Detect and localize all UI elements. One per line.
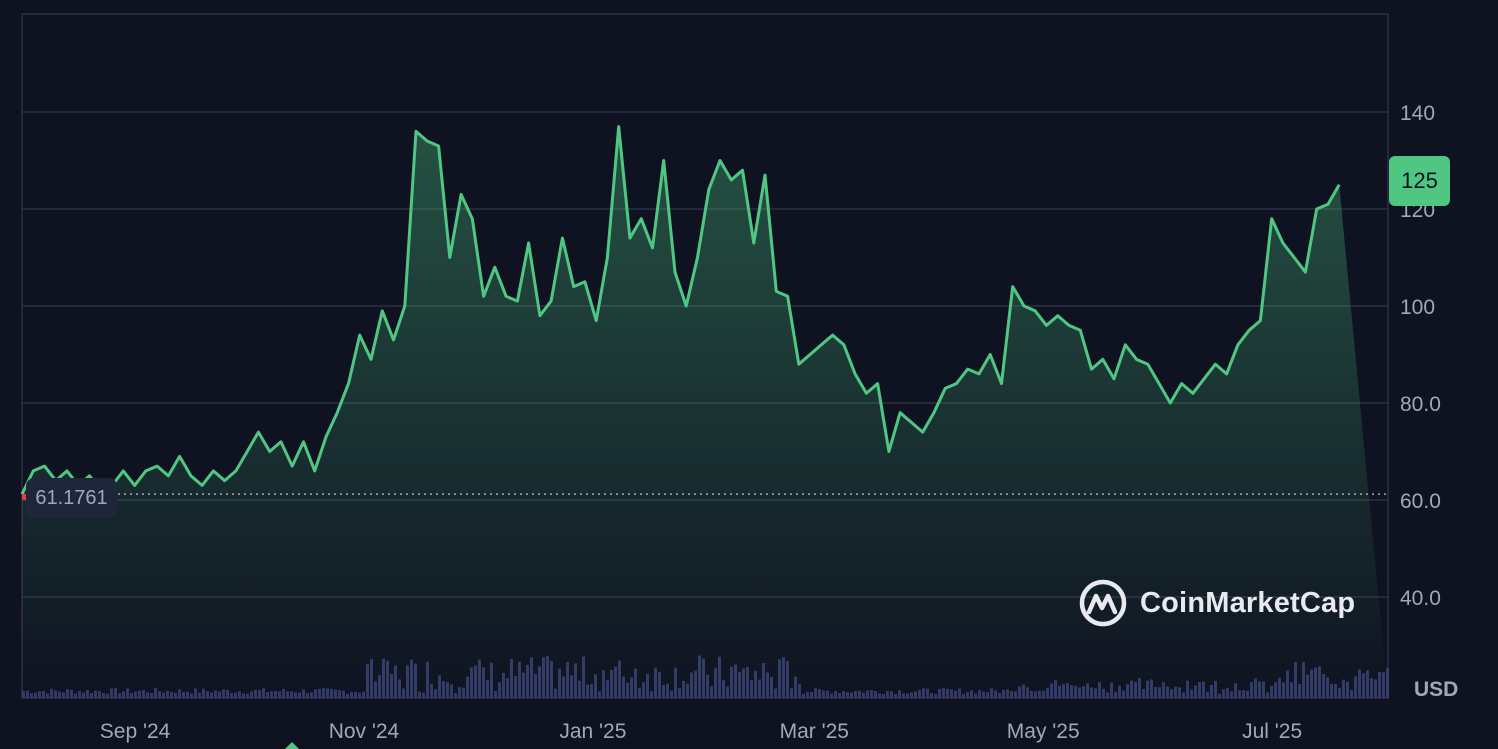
x-tick-label: Jul '25 xyxy=(1242,720,1302,743)
x-tick-label: May '25 xyxy=(1007,720,1080,743)
current-price-badge: 125 xyxy=(1389,156,1450,206)
price-area xyxy=(22,126,1388,699)
start-price-marker xyxy=(22,494,26,500)
volume-bar xyxy=(1386,668,1389,698)
brand-watermark: CoinMarketCap xyxy=(1078,578,1355,628)
y-tick-label: 60.0 xyxy=(1400,490,1441,513)
coinmarketcap-logo-icon xyxy=(1079,579,1127,627)
x-tick-label: Jan '25 xyxy=(559,720,626,743)
brand-name: CoinMarketCap xyxy=(1140,586,1356,619)
x-axis-ticks: Sep '24 Nov '24 Jan '25 Mar '25 May '25 Jul '… xyxy=(100,720,1302,743)
currency-label: USD xyxy=(1414,678,1459,701)
y-tick-label: 140 xyxy=(1400,102,1435,125)
start-price-badge: 61.1761 xyxy=(26,478,117,518)
y-tick-label: 40.0 xyxy=(1400,587,1441,610)
price-line xyxy=(20,125,1341,495)
event-marker-icon xyxy=(285,742,299,749)
y-tick-label: 100 xyxy=(1400,296,1435,319)
x-tick-label: Mar '25 xyxy=(780,720,849,743)
x-tick-label: Sep '24 xyxy=(100,720,171,743)
y-tick-label: 80.0 xyxy=(1400,393,1441,416)
x-tick-label: Nov '24 xyxy=(329,720,400,743)
